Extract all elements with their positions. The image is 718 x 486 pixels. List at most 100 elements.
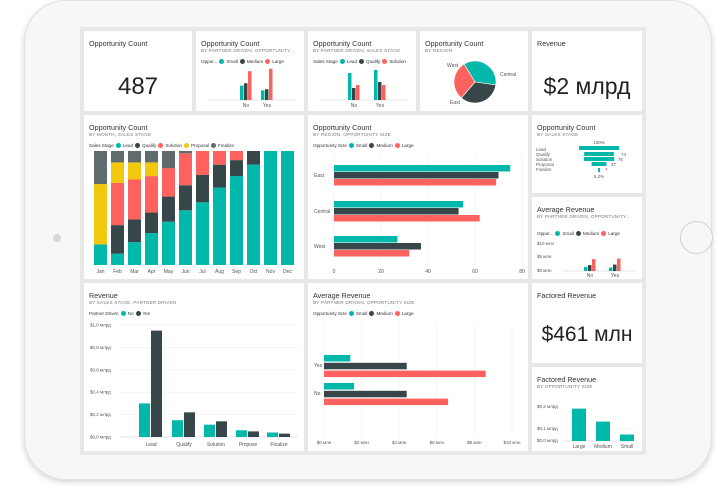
bar-jun-solution[interactable] bbox=[179, 153, 192, 186]
bar-east-small[interactable] bbox=[334, 165, 511, 172]
bar-yes-lead[interactable] bbox=[374, 70, 378, 100]
bar-yes-solution[interactable] bbox=[382, 85, 386, 100]
bar-may-qualify[interactable] bbox=[162, 196, 175, 222]
funnel-bar-lead[interactable] bbox=[579, 146, 619, 150]
bar-lead-no[interactable] bbox=[139, 403, 150, 437]
funnel-bar-finalize[interactable] bbox=[597, 168, 601, 172]
bar-jun-finalize[interactable] bbox=[179, 151, 192, 154]
bar-yes-large[interactable] bbox=[617, 258, 621, 271]
bar-aug-lead[interactable] bbox=[213, 187, 226, 265]
tile-opportunity-by-partner-size[interactable]: Opportunity Count BY PARTNER DRIVEN, OPP… bbox=[196, 31, 304, 111]
pie-slice-central[interactable] bbox=[463, 60, 497, 86]
bar-yes-small[interactable] bbox=[324, 355, 351, 362]
bar-propose-no[interactable] bbox=[236, 430, 247, 437]
bar-yes-qualify[interactable] bbox=[378, 82, 382, 100]
bar-jun-lead[interactable] bbox=[179, 210, 192, 265]
bar-small[interactable] bbox=[620, 434, 634, 441]
bar-oct-qualify[interactable] bbox=[247, 151, 260, 165]
bar-mar-solution[interactable] bbox=[128, 179, 141, 220]
bar-apr-proposal[interactable] bbox=[145, 162, 158, 177]
bar-solution-no[interactable] bbox=[204, 424, 215, 437]
bar-jan-lead[interactable] bbox=[94, 244, 107, 265]
tile-opportunity-by-region[interactable]: Opportunity Count BY REGION West Central… bbox=[420, 31, 528, 111]
bar-no-medium[interactable] bbox=[588, 265, 592, 271]
tile-opportunity-funnel[interactable]: Opportunity Count BY SALES STAGE 100% Le… bbox=[532, 115, 642, 193]
bar-sep-lead[interactable] bbox=[230, 176, 243, 265]
bar-feb-finalize[interactable] bbox=[111, 151, 124, 163]
bar-dec-lead[interactable] bbox=[281, 151, 294, 265]
bar-sep-solution[interactable] bbox=[230, 151, 243, 161]
tile-opportunity-by-region-size[interactable]: Opportunity Count BY REGION, OPPORTUNITY… bbox=[308, 115, 528, 279]
bar-qualify-no[interactable] bbox=[172, 420, 183, 437]
bar-no-small[interactable] bbox=[584, 266, 588, 271]
bar-jan-finalize[interactable] bbox=[94, 151, 107, 185]
bar-oct-lead[interactable] bbox=[247, 164, 260, 265]
bar-no-lead[interactable] bbox=[348, 73, 352, 100]
bar-mar-lead[interactable] bbox=[128, 242, 141, 265]
bar-no-small[interactable] bbox=[240, 85, 244, 100]
bar-nov-lead[interactable] bbox=[264, 151, 277, 265]
funnel-bar-qualify[interactable] bbox=[584, 152, 614, 156]
home-button[interactable] bbox=[680, 221, 713, 254]
bar-east-large[interactable] bbox=[334, 179, 497, 186]
tile-opportunity-count[interactable]: Opportunity Count 487 bbox=[84, 31, 192, 111]
bar-may-finalize[interactable] bbox=[162, 151, 175, 169]
tile-opportunity-by-partner-stage[interactable]: Opportunity Count BY PARTNER DRIVEN, SAL… bbox=[308, 31, 416, 111]
bar-apr-solution[interactable] bbox=[145, 176, 158, 213]
bar-mar-qualify[interactable] bbox=[128, 219, 141, 243]
bar-aug-solution[interactable] bbox=[213, 151, 226, 165]
tile-opportunity-by-month[interactable]: Opportunity Count BY MONTH, SALES STAGE … bbox=[84, 115, 304, 279]
bar-jan-proposal[interactable] bbox=[94, 184, 107, 245]
bar-aug-qualify[interactable] bbox=[213, 164, 226, 188]
bar-jul-qualify[interactable] bbox=[196, 174, 209, 203]
bar-yes-small[interactable] bbox=[261, 90, 265, 100]
bar-feb-qualify[interactable] bbox=[111, 225, 124, 254]
tile-average-revenue[interactable]: Average Revenue BY PARTNER DRIVEN, OPPOR… bbox=[308, 283, 528, 451]
bar-no-large[interactable] bbox=[592, 259, 596, 271]
bar-large[interactable] bbox=[572, 408, 586, 441]
bar-no-large[interactable] bbox=[248, 71, 252, 100]
bar-yes-small[interactable] bbox=[609, 267, 613, 271]
tile-revenue-by-stage[interactable]: Revenue BY SALES STAGE, PARTNER DRIVEN P… bbox=[84, 283, 304, 451]
bar-yes-large[interactable] bbox=[324, 370, 486, 378]
bar-apr-qualify[interactable] bbox=[145, 212, 158, 234]
bar-yes-medium[interactable] bbox=[265, 89, 269, 100]
bar-no-medium[interactable] bbox=[244, 83, 248, 100]
bar-east-medium[interactable] bbox=[334, 172, 499, 179]
bar-finalize-yes[interactable] bbox=[279, 433, 290, 437]
bar-no-medium[interactable] bbox=[324, 390, 407, 398]
pie-slice-west[interactable] bbox=[453, 63, 476, 99]
bar-no-small[interactable] bbox=[324, 383, 355, 390]
bar-feb-proposal[interactable] bbox=[111, 162, 124, 183]
bar-central-medium[interactable] bbox=[334, 208, 459, 215]
bar-finalize-no[interactable] bbox=[267, 432, 278, 437]
bar-jul-lead[interactable] bbox=[196, 202, 209, 265]
bar-propose-yes[interactable] bbox=[248, 431, 259, 437]
tile-revenue[interactable]: Revenue $2 млрд bbox=[532, 31, 642, 111]
bar-no-qualify[interactable] bbox=[352, 88, 356, 100]
bar-jul-solution[interactable] bbox=[196, 151, 209, 175]
pie-slice-east[interactable] bbox=[460, 81, 497, 104]
bar-apr-lead[interactable] bbox=[145, 233, 158, 265]
bar-lead-yes[interactable] bbox=[151, 330, 162, 437]
bar-yes-medium[interactable] bbox=[613, 264, 617, 271]
bar-mar-proposal[interactable] bbox=[128, 162, 141, 180]
bar-jun-qualify[interactable] bbox=[179, 185, 192, 211]
bar-yes-medium[interactable] bbox=[324, 362, 407, 370]
bar-feb-lead[interactable] bbox=[111, 253, 124, 265]
bar-apr-finalize[interactable] bbox=[145, 151, 158, 163]
bar-may-solution[interactable] bbox=[162, 168, 175, 197]
bar-solution-yes[interactable] bbox=[216, 421, 227, 437]
bar-may-lead[interactable] bbox=[162, 221, 175, 265]
bar-feb-solution[interactable] bbox=[111, 182, 124, 226]
bar-west-large[interactable] bbox=[334, 250, 410, 257]
funnel-bar-proposal[interactable] bbox=[591, 162, 607, 166]
bar-sep-qualify[interactable] bbox=[230, 160, 243, 177]
tile-factored-revenue-by-size[interactable]: Factored Revenue BY OPPORTUNITY SIZE $0,… bbox=[532, 367, 642, 451]
bar-west-small[interactable] bbox=[334, 236, 398, 243]
bar-central-large[interactable] bbox=[334, 215, 480, 222]
bar-no-solution[interactable] bbox=[356, 85, 360, 100]
bar-qualify-yes[interactable] bbox=[184, 412, 195, 437]
funnel-bar-solution[interactable] bbox=[583, 157, 615, 161]
bar-central-small[interactable] bbox=[334, 201, 464, 208]
